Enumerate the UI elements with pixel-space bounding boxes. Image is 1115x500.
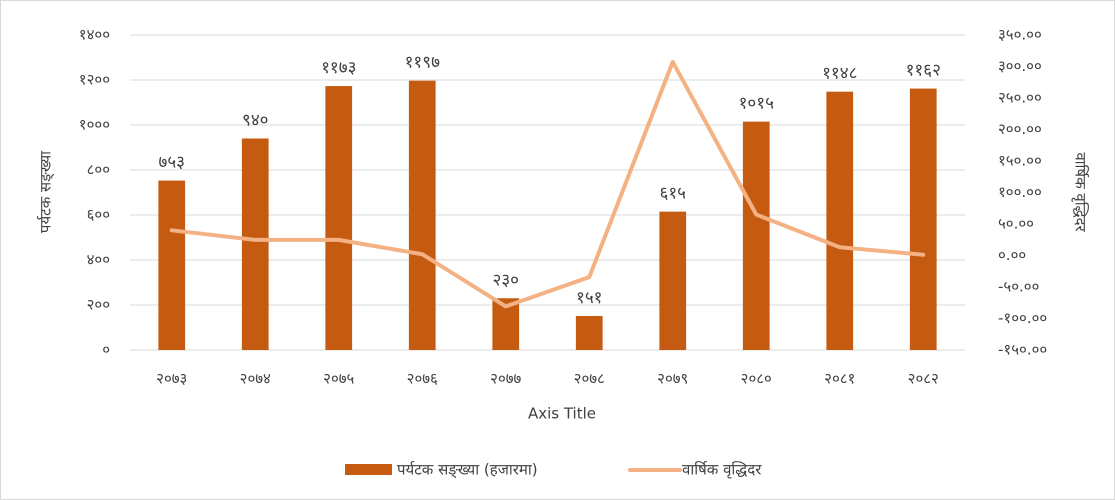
data-label: २३० [492,270,519,290]
data-label: ११९७ [405,53,441,73]
bar [158,180,186,350]
y-axis-title: पर्यटक सङ्ख्या [37,150,55,233]
y2-tick-label: -१५०.०० [998,341,1047,359]
bar [408,80,436,351]
x-tick-label: २०७८ [574,370,605,388]
y-tick-label: २०० [87,296,110,314]
y2-tick-label: ३००.०० [998,57,1042,75]
data-label: ११६२ [906,61,941,81]
y2-tick-label: ५०.०० [998,215,1034,233]
data-label: ७५३ [158,153,185,173]
y2-tick-label: ३५०.०० [998,26,1042,44]
x-tick-label: २०८१ [824,370,855,388]
y-tick-label: ० [102,341,110,359]
y-tick-label: १००० [79,116,110,134]
x-tick-label: २०७९ [657,370,688,388]
line [169,59,926,309]
y-tick-label: १२०० [79,71,110,89]
y-tick-label: ४०० [87,251,110,269]
data-label: १५१ [576,288,603,308]
bar [742,121,770,350]
bar [575,316,603,350]
y2-tick-label: १००.०० [998,183,1042,201]
data-label: ६१५ [659,184,686,204]
data-label: ११७३ [321,58,356,78]
y2-tick-label: -५०.०० [998,278,1039,296]
bar [325,86,353,350]
legend-swatch [345,464,392,475]
y2-tick-label: २५०.०० [998,89,1042,107]
bar [909,88,937,351]
x-tick-label: २०७७ [490,370,521,388]
bar [826,91,854,350]
y2-axis-title: वार्षिक वृद्धिदर [1071,152,1090,232]
x-tick-label: २०८२ [908,370,939,388]
bar [659,211,687,350]
y2-tick-label: १५०.०० [998,152,1042,170]
data-label: १०१५ [739,94,774,114]
x-tick-label: २०७६ [407,370,438,388]
x-tick-label: २०८० [741,370,772,388]
x-tick-label: २०७३ [156,370,187,388]
y2-tick-label: -१००.०० [998,309,1047,327]
y2-tick-label: २००.०० [998,120,1042,138]
x-tick-label: २०७५ [323,370,354,388]
y-tick-label: ८०० [87,161,110,179]
x-axis-title: Axis Title [528,405,596,423]
x-tick-label: २०७४ [240,370,271,388]
data-label: ९४० [242,111,269,131]
y-tick-label: ६०० [87,206,110,224]
legend-label: वार्षिक वृद्धिदर [682,461,762,480]
bar [241,138,269,350]
legend-label: पर्यटक सङ्ख्या (हजारमा) [397,461,538,479]
data-label: ११४८ [822,64,857,84]
y2-tick-label: ०.०० [998,246,1026,264]
y-tick-label: १४०० [79,26,110,44]
